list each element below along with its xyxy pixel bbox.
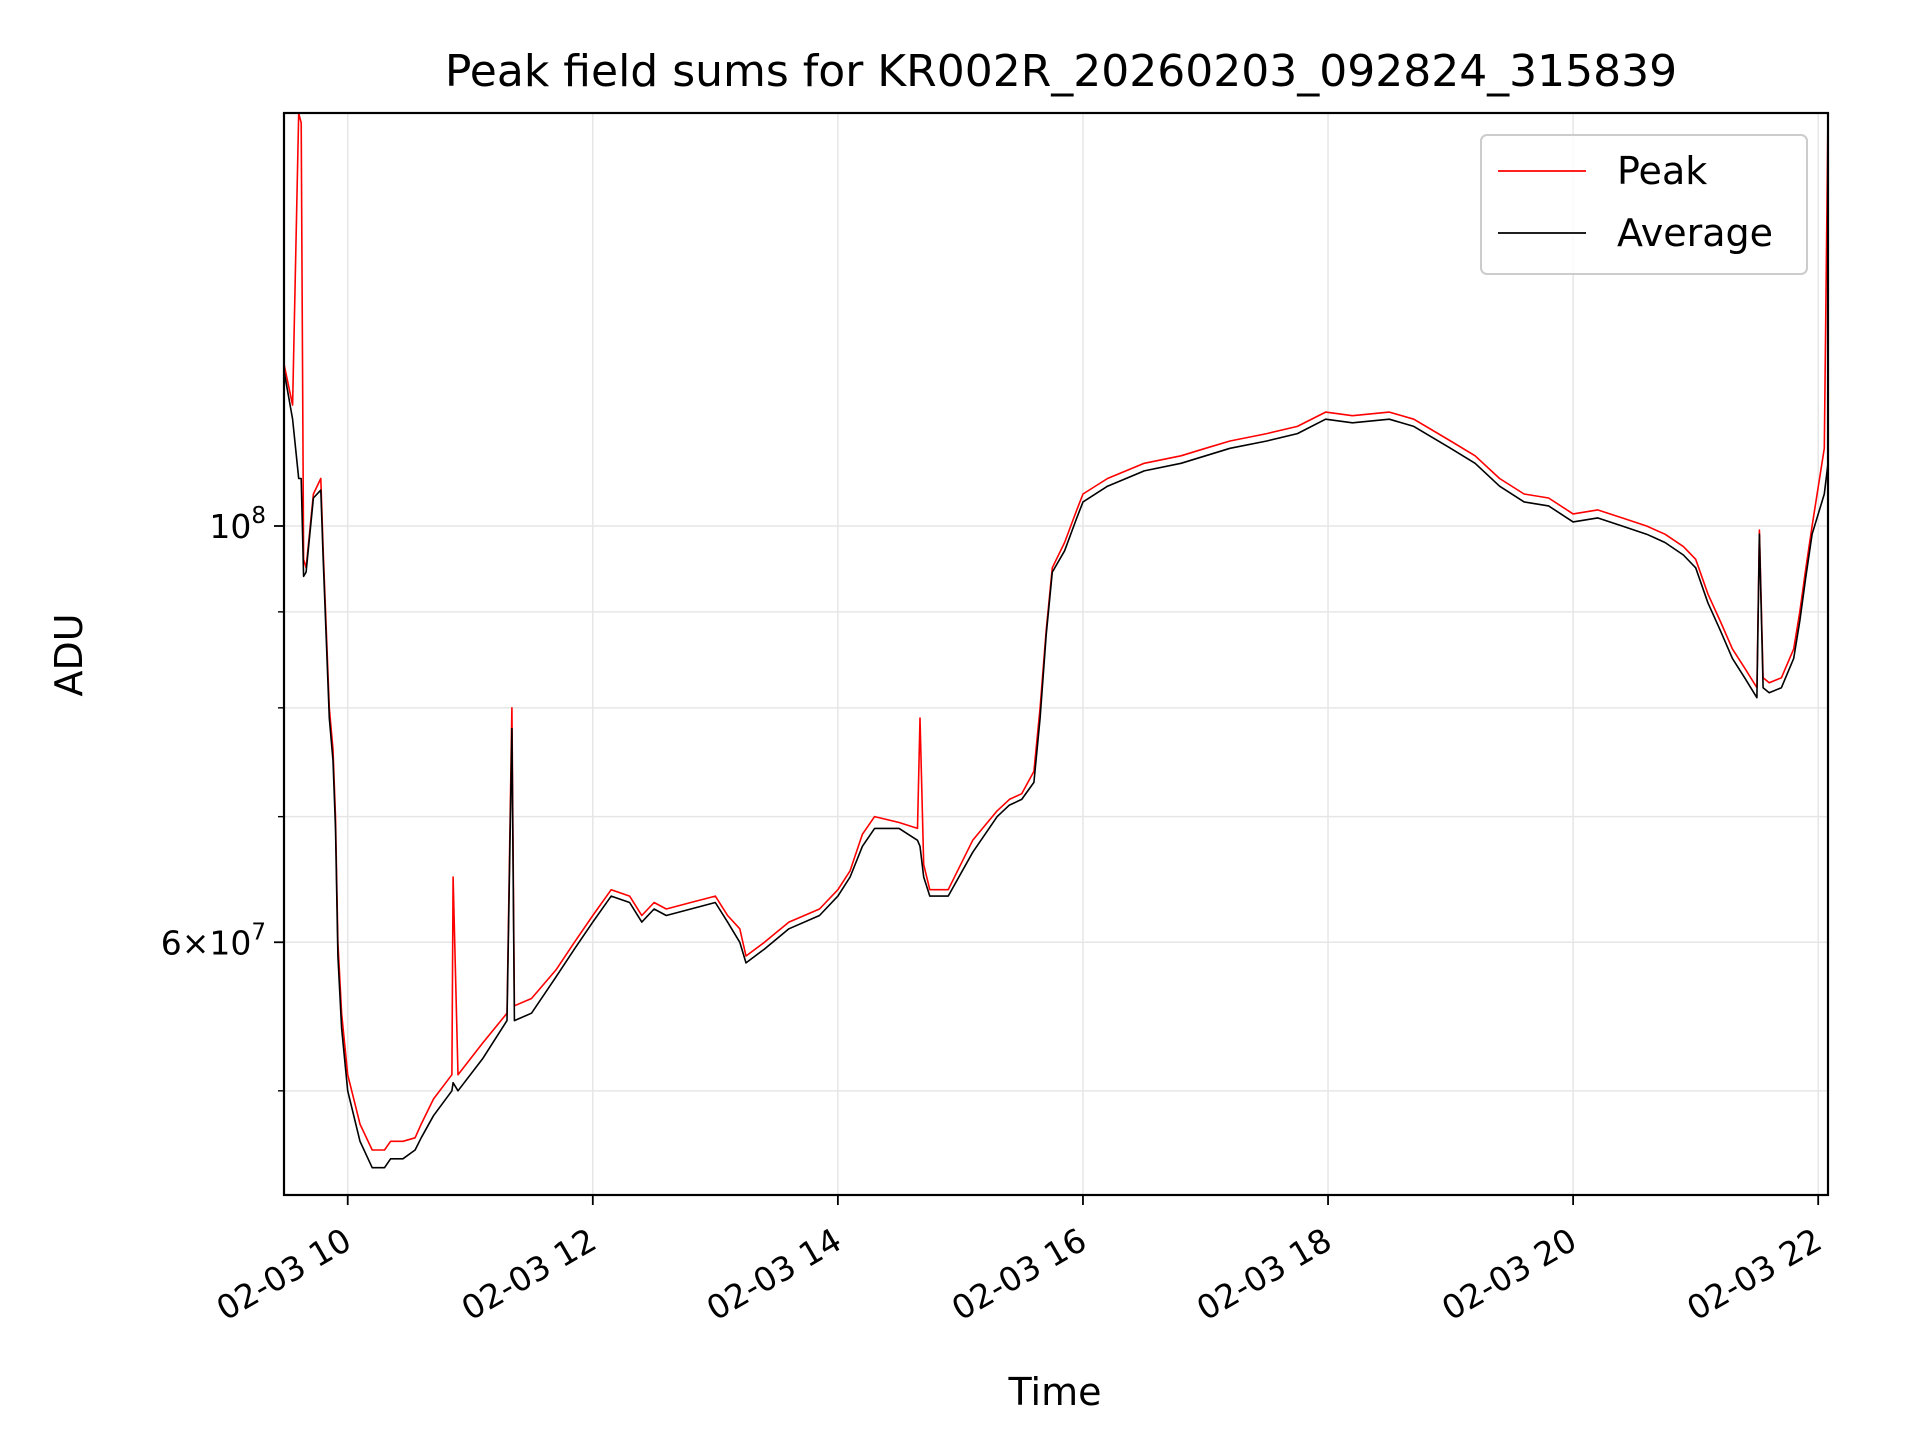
legend-label-peak: Peak — [1617, 149, 1707, 193]
series-line-peak — [283, 112, 1829, 1151]
y-tick-label: 108 — [209, 503, 266, 546]
grid — [284, 113, 1828, 1195]
x-axis-label: Time — [1008, 1370, 1102, 1414]
plot-frame — [282, 111, 1830, 1197]
series-line-average — [283, 370, 1829, 1169]
series-group — [283, 112, 1829, 1169]
legend-box — [1480, 134, 1808, 275]
y-axis-label: ADU — [47, 613, 91, 696]
legend-label-average: Average — [1617, 211, 1773, 255]
chart-title: Peak field sums for KR002R_20260203_0928… — [445, 46, 1677, 97]
legend: Peak Average — [1480, 134, 1808, 275]
y-axis: 6×107 108 — [161, 503, 284, 1092]
y-tick-label: 6×107 — [161, 919, 266, 962]
